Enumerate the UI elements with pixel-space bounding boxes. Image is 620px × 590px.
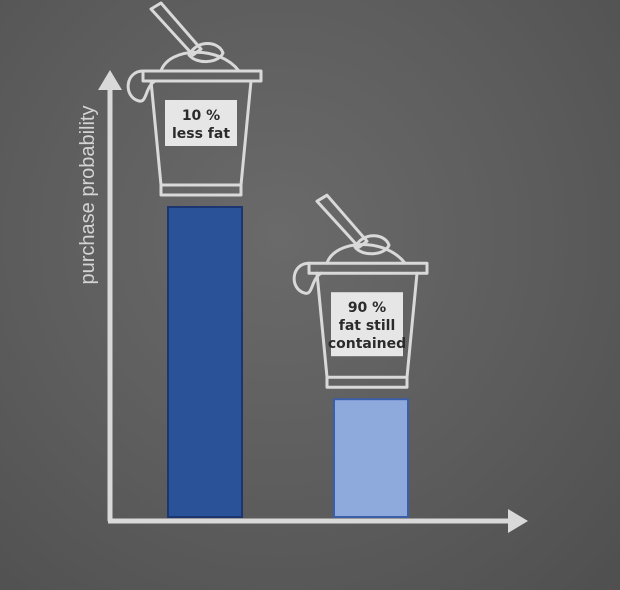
y-axis-arrow-icon xyxy=(98,70,122,90)
cup-label-box xyxy=(165,100,237,146)
yogurt-cup-icon: 10 % less fat xyxy=(126,1,263,197)
bar-1 xyxy=(167,206,243,518)
yogurt-cup-icon: 90 % fat still contained xyxy=(292,193,429,389)
bar-2 xyxy=(333,398,409,519)
category-label-2: 90 % fat still contained xyxy=(328,300,406,352)
bars-group xyxy=(167,206,409,519)
y-axis-label: purchase probability xyxy=(77,106,99,285)
category-label-1: 10 % less fat xyxy=(172,108,230,142)
cups-group: 10 % less fat 90 % fat still contained xyxy=(126,1,429,389)
cup-label-box xyxy=(331,292,403,357)
x-axis-arrow-icon xyxy=(508,509,528,533)
